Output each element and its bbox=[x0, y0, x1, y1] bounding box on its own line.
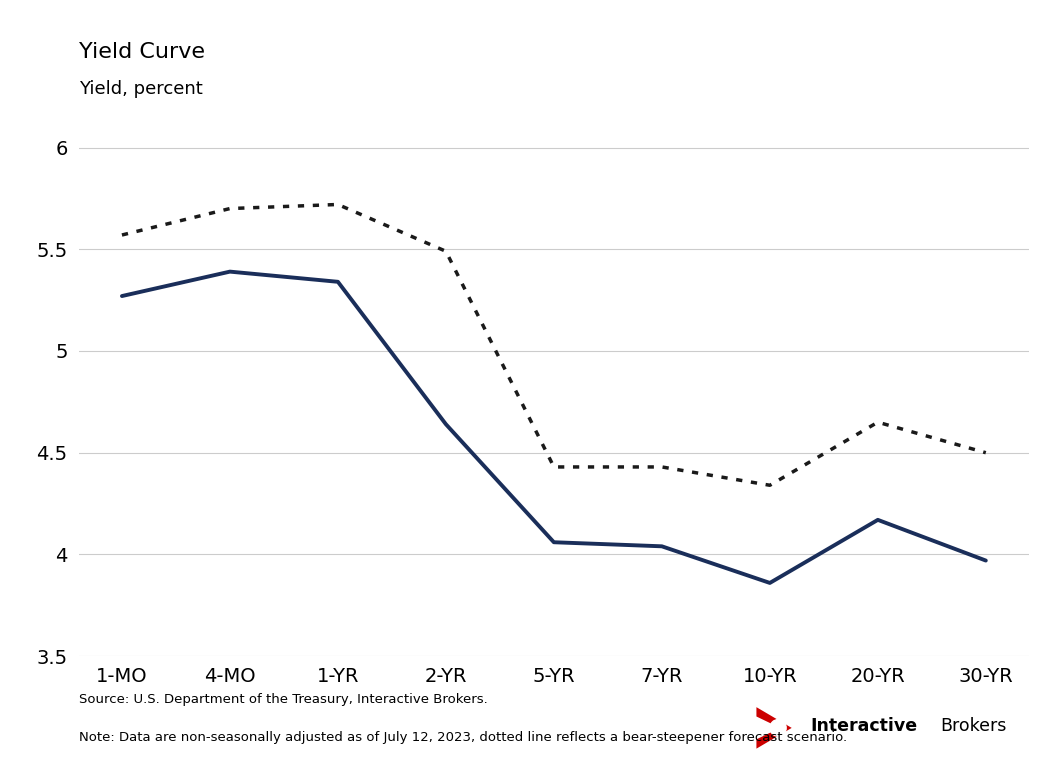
Text: Interactive: Interactive bbox=[811, 717, 918, 736]
Text: Note: Data are non-seasonally adjusted as of July 12, 2023, dotted line reflects: Note: Data are non-seasonally adjusted a… bbox=[79, 731, 847, 744]
Text: Yield, percent: Yield, percent bbox=[79, 80, 203, 98]
Text: Brokers: Brokers bbox=[940, 717, 1006, 736]
Polygon shape bbox=[756, 707, 792, 749]
Text: Source: U.S. Department of the Treasury, Interactive Brokers.: Source: U.S. Department of the Treasury,… bbox=[79, 693, 487, 706]
Circle shape bbox=[770, 720, 786, 736]
Text: Yield Curve: Yield Curve bbox=[79, 42, 205, 62]
